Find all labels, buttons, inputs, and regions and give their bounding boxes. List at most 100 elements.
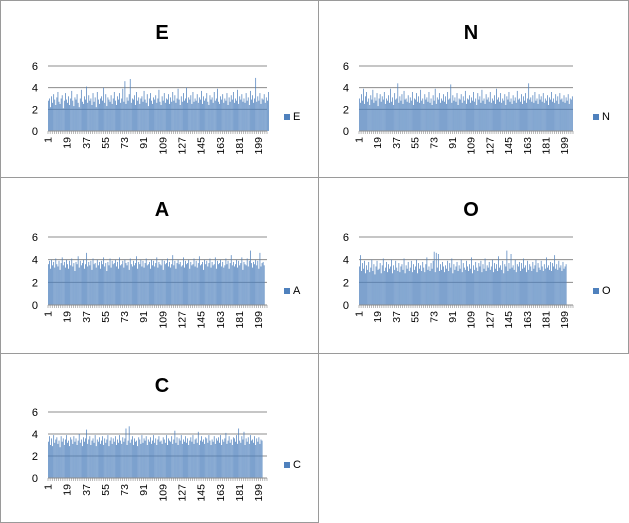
legend-swatch bbox=[593, 288, 599, 294]
bar bbox=[521, 94, 522, 131]
bar bbox=[522, 103, 523, 131]
bar bbox=[375, 100, 377, 131]
bar bbox=[105, 442, 107, 478]
bar bbox=[105, 263, 107, 305]
bar bbox=[440, 102, 441, 131]
bar bbox=[77, 102, 79, 131]
bar bbox=[450, 84, 452, 131]
bar bbox=[122, 437, 124, 478]
bar bbox=[153, 97, 154, 131]
bar bbox=[209, 440, 211, 478]
bar bbox=[222, 261, 224, 305]
bar bbox=[113, 441, 115, 478]
bar bbox=[544, 268, 546, 305]
bar bbox=[106, 106, 108, 131]
bar bbox=[236, 259, 237, 305]
bar bbox=[160, 265, 162, 305]
bar bbox=[62, 438, 64, 478]
bar bbox=[123, 267, 125, 305]
bar bbox=[240, 99, 242, 131]
bar bbox=[257, 441, 259, 478]
bar bbox=[256, 101, 258, 131]
bar bbox=[249, 90, 251, 131]
bar bbox=[242, 101, 244, 131]
bar bbox=[188, 259, 190, 305]
bar bbox=[109, 258, 111, 305]
bar bbox=[214, 443, 216, 478]
x-tick-label: 19 bbox=[372, 311, 384, 323]
bar bbox=[202, 261, 203, 305]
bar bbox=[161, 96, 163, 131]
bar bbox=[93, 442, 95, 478]
bar bbox=[256, 265, 258, 305]
bar bbox=[240, 263, 242, 305]
bar bbox=[82, 101, 83, 131]
bar bbox=[102, 264, 103, 305]
bar bbox=[80, 265, 82, 305]
bar bbox=[68, 96, 69, 131]
bar bbox=[163, 439, 165, 478]
bar bbox=[472, 273, 473, 305]
bar bbox=[208, 435, 210, 478]
bar bbox=[117, 439, 118, 478]
bar bbox=[210, 267, 212, 305]
y-tick-label: 6 bbox=[343, 61, 349, 73]
bar bbox=[536, 98, 538, 131]
bar bbox=[510, 254, 512, 305]
bar bbox=[531, 271, 533, 305]
bar bbox=[202, 441, 203, 478]
bar bbox=[174, 95, 176, 131]
bar bbox=[76, 445, 78, 478]
legend-swatch bbox=[284, 462, 290, 468]
bar bbox=[212, 265, 214, 305]
bar bbox=[474, 101, 476, 131]
bar bbox=[90, 260, 92, 305]
bar bbox=[382, 258, 384, 305]
bar bbox=[112, 98, 114, 131]
bar bbox=[96, 439, 98, 478]
bar bbox=[180, 96, 182, 131]
bar bbox=[230, 255, 232, 305]
bar bbox=[145, 102, 147, 131]
bar bbox=[77, 256, 79, 305]
bar bbox=[537, 103, 539, 131]
bar bbox=[101, 260, 102, 305]
bar bbox=[159, 264, 161, 305]
bar bbox=[116, 445, 117, 478]
bar bbox=[380, 101, 382, 131]
bar bbox=[364, 260, 365, 305]
bar bbox=[223, 441, 225, 478]
bar bbox=[261, 98, 263, 131]
bar bbox=[184, 267, 185, 305]
x-tick-label: 181 bbox=[234, 484, 246, 502]
bar bbox=[228, 97, 230, 131]
bar bbox=[381, 96, 383, 131]
bar bbox=[527, 260, 529, 305]
bar bbox=[121, 443, 123, 478]
bar bbox=[513, 100, 515, 131]
bar bbox=[118, 99, 119, 131]
bar bbox=[448, 271, 450, 305]
bar bbox=[259, 93, 261, 131]
bar bbox=[241, 436, 243, 478]
bar bbox=[97, 441, 99, 478]
bar bbox=[253, 261, 254, 305]
bar bbox=[117, 96, 118, 131]
bar bbox=[84, 96, 85, 131]
bar bbox=[442, 100, 443, 131]
x-tick-label: 73 bbox=[119, 484, 131, 496]
bar bbox=[78, 434, 80, 478]
bar bbox=[77, 440, 79, 478]
bar bbox=[49, 436, 50, 478]
bar bbox=[203, 96, 204, 131]
bar bbox=[80, 439, 82, 478]
bar bbox=[552, 263, 553, 305]
bar bbox=[401, 94, 403, 131]
bar bbox=[507, 99, 509, 131]
bar bbox=[243, 431, 245, 478]
bar bbox=[469, 95, 470, 131]
bar bbox=[560, 99, 562, 131]
bar bbox=[195, 100, 197, 131]
bar bbox=[149, 441, 150, 478]
bar bbox=[254, 98, 255, 131]
